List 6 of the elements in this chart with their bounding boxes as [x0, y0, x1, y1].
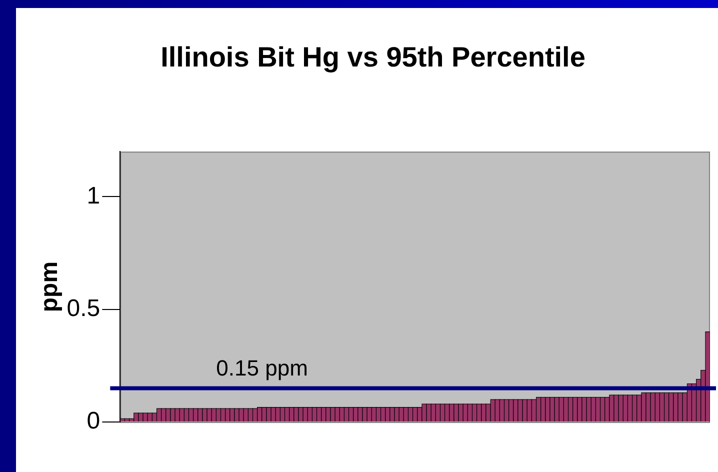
y-axis-title: ppm	[36, 261, 64, 312]
y-tick-label: 0	[86, 408, 100, 435]
ref-line-label: 0.15 ppm	[216, 355, 308, 380]
chart-title: Illinois Bit Hg vs 95th Percentile	[160, 42, 586, 73]
y-tick-label: 1	[86, 182, 100, 210]
y-tick-label: 0.5	[66, 294, 100, 322]
